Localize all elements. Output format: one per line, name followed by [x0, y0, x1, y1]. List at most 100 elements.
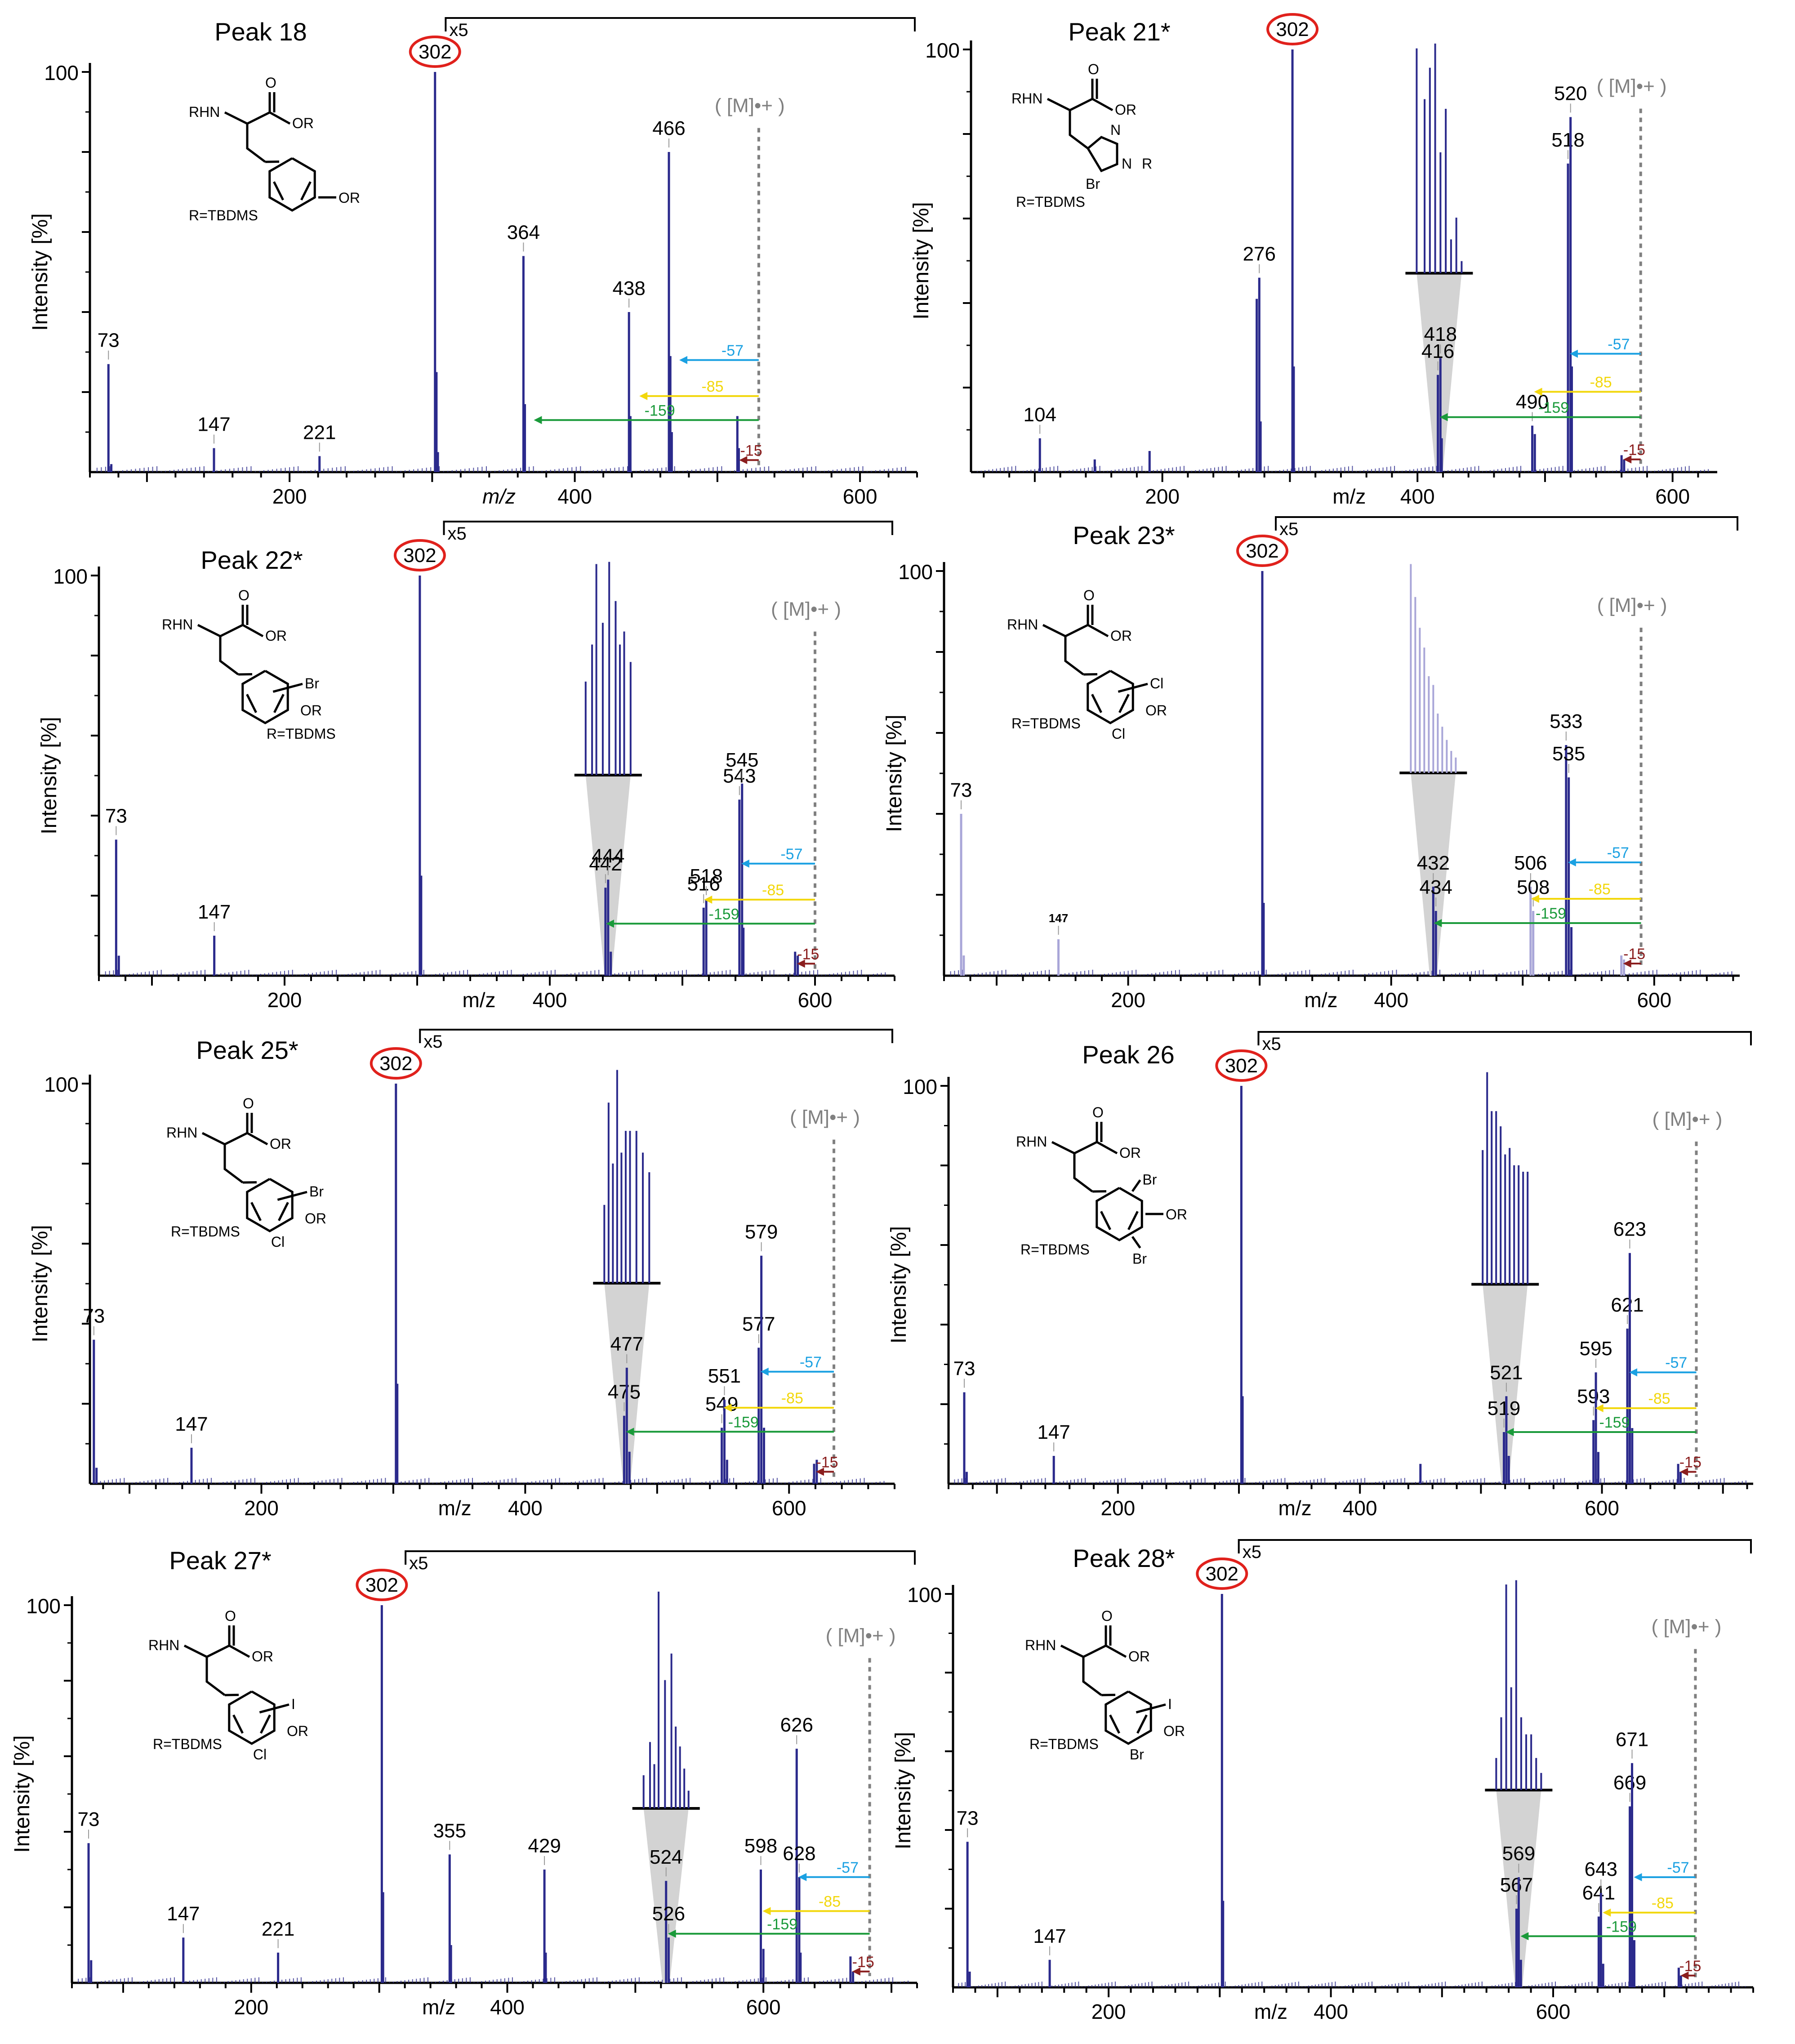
atom-label-br: Br — [1086, 176, 1100, 192]
y-tick-label-100: 100 — [898, 560, 933, 584]
x-tick-label-600: 600 — [772, 1496, 806, 1520]
molecular-ion-label: ( [M]•+ ) — [1597, 594, 1667, 616]
loss-arrow-head — [534, 416, 542, 424]
benzene-ring — [268, 157, 316, 212]
atom-label-rhn: RHN — [189, 104, 220, 120]
atom-label-halogen: Cl — [271, 1234, 285, 1250]
molecular-ion-label: ( [M]•+ ) — [1597, 76, 1667, 98]
molecule-structure: RHN O OR Cl OR Cl R=TBDMS — [1007, 587, 1167, 742]
loss-label-57: -57 — [780, 846, 802, 863]
magnification-bracket — [1238, 1539, 1752, 1553]
panel-title: Peak 18 — [214, 18, 307, 46]
loss-arrow-head — [679, 356, 688, 364]
panel-title: Peak 27* — [169, 1546, 271, 1575]
loss-label-85: -85 — [1652, 1895, 1674, 1912]
loss-arrow-head — [1595, 1404, 1603, 1412]
loss-arrow-head — [739, 456, 748, 464]
y-tick-label-100: 100 — [53, 565, 88, 588]
loss-arrow-head — [762, 1907, 771, 1915]
loss-arrow-head — [797, 960, 805, 968]
atom-label-n: N — [1110, 122, 1121, 138]
atom-label-halogen: I — [291, 1696, 295, 1712]
y-tick-label-100: 100 — [907, 1583, 942, 1607]
x-tick-label-200: 200 — [272, 485, 307, 508]
loss-label-15: -15 — [740, 442, 762, 459]
base-peak-label: 302 — [403, 544, 436, 567]
r-group-label: R=TBDMS — [171, 1223, 240, 1240]
y-axis-label: Intensity [%] — [887, 1226, 911, 1343]
loss-label-85: -85 — [819, 1893, 841, 1910]
br-bond — [1131, 1236, 1141, 1249]
peak-label-533: 533 — [1550, 710, 1582, 732]
atom-label-halogen: Br — [305, 675, 319, 692]
peak-label-545: 545 — [726, 749, 758, 771]
peak-label-567: 567 — [1500, 1874, 1533, 1896]
peak-label-569: 569 — [1502, 1843, 1535, 1865]
peak-label-669: 669 — [1613, 1772, 1646, 1794]
peak-label-355: 355 — [433, 1820, 466, 1842]
loss-arrow-head — [798, 1873, 807, 1881]
peak-label-147: 147 — [197, 414, 230, 436]
peak-label-643: 643 — [1585, 1858, 1617, 1880]
atom-label-rhn: RHN — [1007, 616, 1038, 633]
x-axis-label: m/z — [438, 1496, 472, 1520]
aromatic-bond — [278, 1202, 289, 1221]
x-axis-label: m/z — [462, 988, 495, 1012]
peak-label-524: 524 — [650, 1846, 682, 1868]
loss-label-57: -57 — [1667, 1859, 1689, 1876]
loss-arrow-head — [816, 1468, 824, 1476]
substituent-bond — [272, 683, 303, 693]
loss-label-85: -85 — [762, 882, 784, 899]
magnification-bracket — [419, 1029, 893, 1043]
peak-label-442: 442 — [589, 853, 622, 875]
side-chain-bond — [1064, 636, 1084, 675]
base-peak-highlight-circle — [1266, 13, 1319, 45]
loss-arrow-head — [1570, 349, 1578, 358]
loss-arrow-head — [1531, 895, 1539, 903]
atom-label-or: OR — [287, 1723, 308, 1739]
peak-label-626: 626 — [780, 1714, 813, 1736]
atom-label-rhn: RHN — [166, 1125, 197, 1141]
peak-label-490: 490 — [1516, 391, 1549, 413]
r-group-label: R=TBDMS — [1020, 1241, 1090, 1258]
atom-label-or: OR — [1110, 628, 1132, 644]
r-group-label: R=TBDMS — [189, 207, 258, 223]
atom-label-halogen: R=TBDMS — [267, 726, 336, 742]
aromatic-bond — [1136, 1714, 1148, 1734]
spectrum-panel-6: 100 Intensity [%] 200 400 600 m/z x5 Peak 26 73 1… — [887, 1031, 1753, 1520]
benzene-ring — [241, 669, 289, 724]
backbone-bond — [1047, 79, 1094, 112]
magnification-bracket — [405, 1550, 916, 1565]
benzene-ring — [246, 1178, 294, 1232]
peak-label-466: 466 — [652, 117, 685, 139]
side-chain-bond — [205, 1657, 226, 1696]
loss-arrow-head — [1520, 1932, 1529, 1941]
side-chain-bond — [219, 636, 239, 675]
molecular-ion-label: ( [M]•+ ) — [790, 1107, 860, 1129]
substituent-bond — [1136, 1703, 1166, 1714]
aromatic-bond — [1100, 1211, 1111, 1230]
base-peak-highlight-circle — [1215, 1049, 1268, 1082]
spectrum-panel-4: 100 Intensity [%] 200 400 600 m/z x5 Peak 23* 73… — [882, 516, 1740, 1012]
ester-bond — [242, 624, 264, 638]
magnification-label: x5 — [1262, 1034, 1281, 1054]
x-tick-label-600: 600 — [1655, 485, 1690, 508]
panel-title: Peak 22* — [200, 546, 303, 574]
x-tick-label-200: 200 — [234, 1995, 268, 2019]
loss-label-85: -85 — [1589, 881, 1611, 898]
loss-arrow-head — [1603, 1908, 1611, 1917]
aromatic-bond — [273, 181, 284, 201]
x-axis-label: m/z — [1304, 988, 1337, 1012]
loss-label-85: -85 — [1648, 1390, 1670, 1407]
ring-bond — [1087, 136, 1118, 173]
aromatic-bond — [273, 694, 285, 713]
atom-label-halogen: Br — [309, 1183, 324, 1200]
peak-label-475: 475 — [608, 1381, 641, 1403]
peak-label-221: 221 — [303, 421, 336, 443]
loss-label-15: -15 — [1679, 1958, 1701, 1975]
peak-label-520: 520 — [1554, 82, 1587, 104]
panel-title: Peak 26 — [1082, 1040, 1175, 1069]
peak-label-432: 432 — [1417, 852, 1450, 874]
atom-label-o: O — [243, 1095, 254, 1111]
